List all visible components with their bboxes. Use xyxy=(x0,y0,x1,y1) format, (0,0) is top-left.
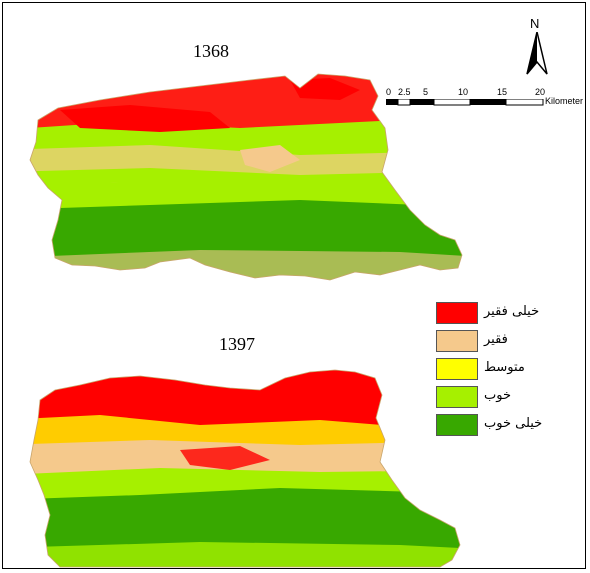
map-year-label-1397: 1397 xyxy=(219,334,255,354)
scale-tick-5: 5 xyxy=(423,87,429,97)
legend-label: متوسط xyxy=(484,360,525,375)
legend-label: خیلی فقیر xyxy=(484,304,540,319)
scale-tick-2-5: 2.5 xyxy=(398,87,411,97)
north-arrow-icon xyxy=(526,32,548,75)
scale-tick-20: 20 xyxy=(535,87,546,97)
scale-tick-15: 15 xyxy=(497,87,508,97)
scale-bar xyxy=(384,88,544,98)
legend-item-medium: متوسط xyxy=(436,358,576,380)
legend-label: خوب xyxy=(484,388,511,403)
north-label: N xyxy=(530,16,540,31)
scale-bar-segments xyxy=(386,99,544,106)
legend-label: فقیر xyxy=(484,332,508,347)
legend-item-good: خوب xyxy=(436,386,576,408)
legend-item-poor: فقیر xyxy=(436,330,576,352)
scale-tick-10: 10 xyxy=(458,87,469,97)
scale-tick-0: 0 xyxy=(386,87,392,97)
legend-swatch xyxy=(436,330,478,352)
legend-swatch xyxy=(436,386,478,408)
legend-label: خیلی خوب xyxy=(484,416,543,431)
legend-item-very-good: خیلی خوب xyxy=(436,414,576,436)
map-1397-zones xyxy=(30,370,460,567)
legend-item-very-poor: خیلی فقیر xyxy=(436,302,576,324)
legend-swatch xyxy=(436,302,478,324)
map-year-label-1368: 1368 xyxy=(193,41,229,61)
legend-swatch xyxy=(436,414,478,436)
legend-swatch xyxy=(436,358,478,380)
scale-unit-label: Kilometer xyxy=(545,96,584,106)
